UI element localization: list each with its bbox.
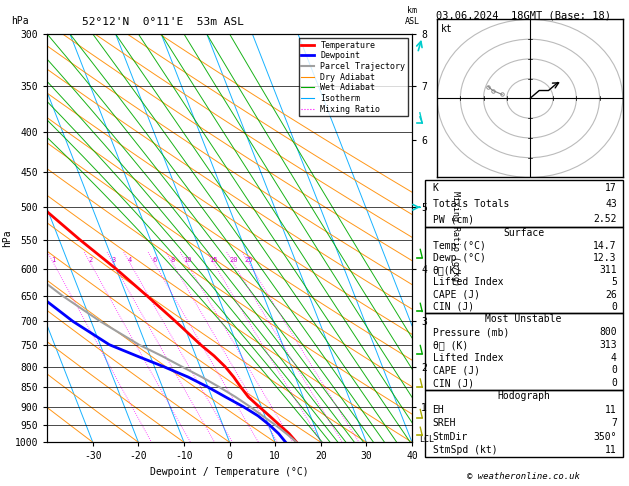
Text: Surface: Surface [503,228,544,239]
Text: 10: 10 [182,258,191,263]
Bar [425,390,623,457]
Text: 2: 2 [89,258,92,263]
Text: 3: 3 [111,258,116,263]
Text: SREH: SREH [433,418,456,428]
Text: 25: 25 [245,258,253,263]
Text: Pressure (mb): Pressure (mb) [433,327,509,337]
Text: CIN (J): CIN (J) [433,378,474,388]
Text: hPa: hPa [11,16,28,26]
Text: Lifted Index: Lifted Index [433,278,503,287]
Text: Dewp (°C): Dewp (°C) [433,253,486,263]
Text: θᴄ (K): θᴄ (K) [433,340,468,350]
Text: 43: 43 [605,199,617,208]
Text: 8: 8 [170,258,175,263]
Text: 03.06.2024  18GMT (Base: 18): 03.06.2024 18GMT (Base: 18) [436,11,611,21]
Text: StmSpd (kt): StmSpd (kt) [433,445,497,455]
Text: PW (cm): PW (cm) [433,214,474,225]
Text: 1: 1 [52,258,56,263]
Text: 20: 20 [229,258,238,263]
Bar [425,227,623,313]
Text: 15: 15 [209,258,218,263]
Text: 2.52: 2.52 [593,214,617,225]
Text: Totals Totals: Totals Totals [433,199,509,208]
Text: Most Unstable: Most Unstable [486,314,562,324]
X-axis label: Dewpoint / Temperature (°C): Dewpoint / Temperature (°C) [150,467,309,477]
Text: km
ASL: km ASL [404,6,420,26]
Text: CAPE (J): CAPE (J) [433,365,479,375]
Text: Mixing Ratio (g/kg): Mixing Ratio (g/kg) [451,191,460,286]
Text: StmDir: StmDir [433,432,468,442]
Text: EH: EH [433,405,444,415]
Text: 4: 4 [128,258,132,263]
Text: 350°: 350° [593,432,617,442]
Bar [425,180,623,227]
Legend: Temperature, Dewpoint, Parcel Trajectory, Dry Adiabat, Wet Adiabat, Isotherm, Mi: Temperature, Dewpoint, Parcel Trajectory… [299,38,408,116]
Text: 4: 4 [611,353,617,363]
Text: 313: 313 [599,340,617,350]
Text: θᴄ(K): θᴄ(K) [433,265,462,275]
Text: 311: 311 [599,265,617,275]
Text: © weatheronline.co.uk: © weatheronline.co.uk [467,472,580,481]
Text: 17: 17 [605,183,617,193]
Text: 5: 5 [611,278,617,287]
Text: 26: 26 [605,290,617,300]
Text: Temp (°C): Temp (°C) [433,241,486,251]
Text: 11: 11 [605,445,617,455]
Y-axis label: hPa: hPa [2,229,12,247]
Text: K: K [433,183,438,193]
Text: 800: 800 [599,327,617,337]
Text: 0: 0 [611,365,617,375]
Text: 11: 11 [605,405,617,415]
Text: LCL: LCL [420,435,434,444]
Text: 7: 7 [611,418,617,428]
Text: 6: 6 [152,258,157,263]
Text: kt: kt [441,24,453,34]
Text: Hodograph: Hodograph [497,391,550,401]
Text: 0: 0 [611,378,617,388]
Text: Lifted Index: Lifted Index [433,353,503,363]
Text: 0: 0 [611,302,617,312]
Text: CIN (J): CIN (J) [433,302,474,312]
Text: CAPE (J): CAPE (J) [433,290,479,300]
Bar [425,313,623,390]
Text: 12.3: 12.3 [593,253,617,263]
Text: 14.7: 14.7 [593,241,617,251]
Text: 52°12'N  0°11'E  53m ASL: 52°12'N 0°11'E 53m ASL [82,17,244,27]
